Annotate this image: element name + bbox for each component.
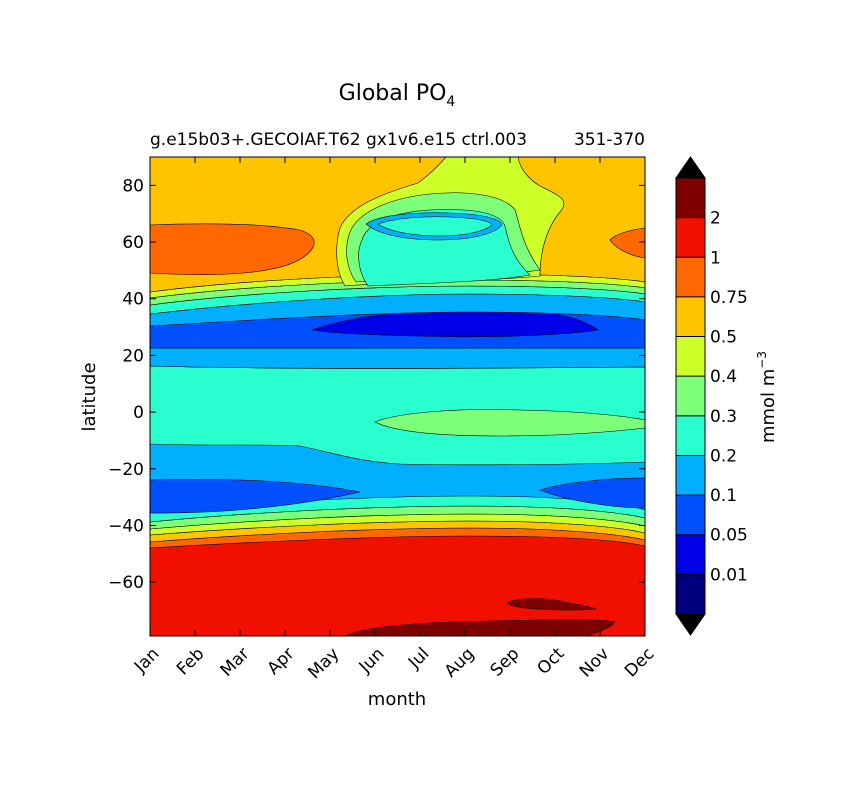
x-tick-label: Apr bbox=[263, 644, 298, 679]
colorbar-tick-label: 0.4 bbox=[710, 367, 737, 387]
x-tick-label: Dec bbox=[621, 644, 658, 681]
plot-frame bbox=[149, 156, 646, 637]
y-tick-label: 80 bbox=[122, 176, 144, 196]
colorbar-frame bbox=[675, 177, 706, 615]
x-tick-label: Aug bbox=[441, 644, 479, 682]
band-level-9 bbox=[150, 536, 645, 636]
colorbar-tick-label: 0.2 bbox=[710, 446, 737, 466]
y-tick-label: 60 bbox=[122, 233, 144, 253]
chart-title-subscript: 4 bbox=[446, 94, 455, 110]
colorbar-segment bbox=[676, 178, 705, 218]
band-level-4 bbox=[150, 495, 645, 523]
colorbar-tick-label: 0.3 bbox=[710, 407, 737, 427]
colorbar-segment bbox=[676, 376, 705, 416]
band-level-10 bbox=[344, 619, 616, 636]
colorbar-segment bbox=[676, 336, 705, 377]
colorbar-tick-label: 0.01 bbox=[710, 565, 748, 585]
colorbar-segment bbox=[676, 534, 705, 575]
x-tick-label: Nov bbox=[576, 644, 614, 682]
colorbar-label: mmol m−3 bbox=[755, 351, 779, 443]
x-tick-label: Mar bbox=[217, 644, 254, 681]
chart-title: Global PO4 bbox=[339, 81, 456, 110]
x-tick-label: Jan bbox=[130, 644, 163, 677]
colorbar-label-superscript: −3 bbox=[755, 351, 769, 369]
band-level-5 bbox=[374, 409, 645, 437]
colorbar-tick-label: 0.1 bbox=[710, 486, 737, 506]
colorbar-segment bbox=[676, 455, 705, 496]
band-level-8 bbox=[609, 227, 645, 259]
colorbar-tick-label: 0.5 bbox=[710, 328, 737, 348]
x-tick-label: Jul bbox=[404, 644, 433, 673]
band-level-2 bbox=[539, 477, 645, 509]
colorbar-segment bbox=[676, 296, 705, 337]
x-tick-label: May bbox=[304, 644, 343, 683]
colorbar-tick-label: 0.75 bbox=[710, 288, 748, 308]
band-level-8 bbox=[150, 223, 315, 276]
colorbar-extend-min bbox=[675, 613, 706, 636]
band-level-3 bbox=[150, 347, 645, 369]
colorbar-segment bbox=[676, 217, 705, 258]
y-tick-label: 0 bbox=[133, 403, 144, 423]
band-level-2 bbox=[150, 479, 361, 514]
colorbar-extend-max bbox=[675, 156, 706, 179]
x-tick-label: Feb bbox=[173, 644, 208, 679]
chart-subtitle-years: 351-370 bbox=[574, 130, 645, 150]
colorbar: 0.01 0.05 0.1 0.2 0.3 0.4 0.5 0.75 1 2 bbox=[675, 156, 748, 636]
y-tick-label: −20 bbox=[108, 460, 144, 480]
x-axis-label: month bbox=[368, 689, 426, 710]
y-axis-label: latitude bbox=[79, 362, 100, 431]
band-level-10 bbox=[507, 598, 598, 611]
contour-plot-area bbox=[150, 157, 645, 636]
chart-subtitle: g.e15b03+.GECOIAF.T62 gx1v6.e15 ctrl.003 bbox=[150, 130, 527, 150]
y-tick-label: 40 bbox=[122, 290, 144, 310]
colorbar-tick-label: 0.05 bbox=[710, 526, 748, 546]
y-tick-label: −60 bbox=[108, 573, 144, 593]
y-tick-label: 20 bbox=[122, 346, 144, 366]
y-axis: 80 60 40 20 0 −20 −40 −60 bbox=[108, 176, 645, 593]
colorbar-segment bbox=[676, 495, 705, 535]
band-level-4 bbox=[377, 216, 493, 237]
colorbar-segment bbox=[676, 415, 705, 456]
colorbar-tick-label: 2 bbox=[710, 209, 721, 229]
x-tick-label: Sep bbox=[487, 644, 524, 681]
x-tick-label: Jun bbox=[355, 644, 389, 678]
colorbar-segment bbox=[676, 257, 705, 297]
y-tick-label: −40 bbox=[108, 516, 144, 536]
colorbar-tick-label: 1 bbox=[710, 248, 721, 268]
x-tick-label: Oct bbox=[533, 644, 568, 679]
colorbar-segment bbox=[676, 574, 705, 614]
